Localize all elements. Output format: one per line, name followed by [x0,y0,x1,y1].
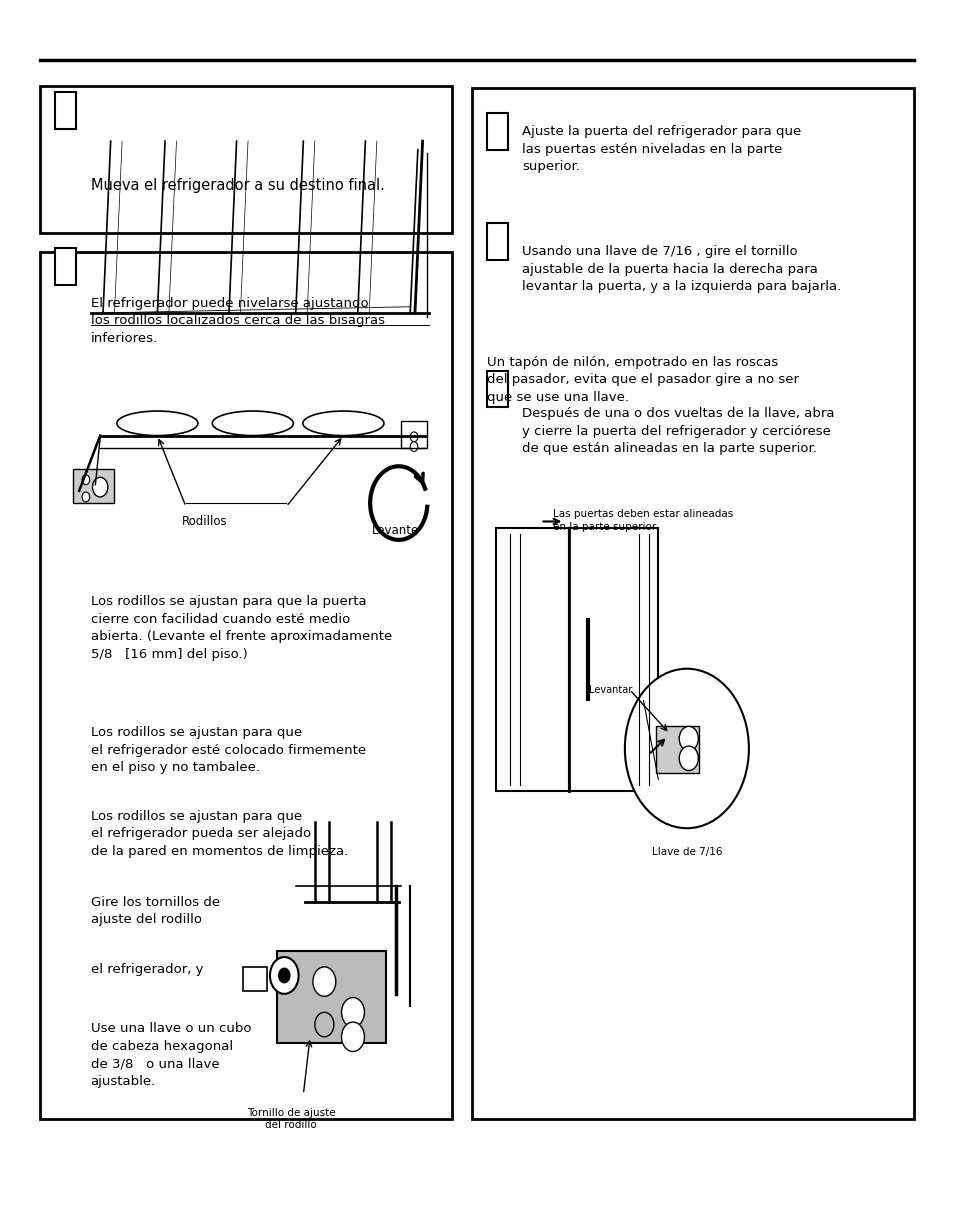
Circle shape [313,967,335,996]
Text: Los rodillos se ajustan para que
el refrigerador esté colocado firmemente
en el : Los rodillos se ajustan para que el refr… [91,726,365,774]
Circle shape [341,998,364,1027]
Bar [486,113,507,150]
Circle shape [679,746,698,771]
Text: Un tapón de nilón, empotrado en las roscas
del pasador, evita que el pasador gir: Un tapón de nilón, empotrado en las rosc… [486,356,798,404]
Circle shape [679,726,698,751]
Text: Las puertas deben estar alineadas
en la parte superior: Las puertas deben estar alineadas en la … [553,509,733,531]
Bar [55,248,76,285]
Ellipse shape [212,411,294,436]
Bar [276,951,386,1043]
Ellipse shape [302,411,383,436]
Bar [472,88,913,1119]
Circle shape [278,968,290,983]
Bar [486,371,507,407]
Circle shape [314,1012,334,1037]
Circle shape [82,475,90,485]
Bar [40,252,452,1119]
Circle shape [92,477,108,497]
Text: Ajuste la puerta del refrigerador para que
las puertas estén niveladas en la par: Ajuste la puerta del refrigerador para q… [521,125,801,173]
Text: Los rodillos se ajustan para que la puerta
cierre con facilidad cuando esté medi: Los rodillos se ajustan para que la puer… [91,595,392,660]
Circle shape [82,492,90,502]
Text: Levantar: Levantar [588,685,631,694]
Bar [243,967,267,991]
Text: Levante: Levante [372,524,419,537]
Bar [400,421,427,448]
Text: Usando una llave de 7/16 , gire el tornillo
ajustable de la puerta hacia la dere: Usando una llave de 7/16 , gire el torni… [521,245,841,293]
Bar [55,92,76,129]
Text: Use una llave o un cubo
de cabeza hexagonal
de 3/8   o una llave
ajustable.: Use una llave o un cubo de cabeza hexago… [91,1022,251,1087]
Circle shape [410,432,417,442]
Polygon shape [496,528,568,791]
Text: Los rodillos se ajustan para que
el refrigerador pueda ser alejado
de la pared e: Los rodillos se ajustan para que el refr… [91,810,348,858]
Text: Gire los tornillos de
ajuste del rodillo: Gire los tornillos de ajuste del rodillo [91,896,219,926]
Ellipse shape [117,411,198,436]
Text: Llave de 7/16: Llave de 7/16 [651,847,721,856]
Circle shape [410,442,417,452]
Text: Tornillo de ajuste
del rodillo: Tornillo de ajuste del rodillo [247,1108,335,1130]
Text: Mueva el refrigerador a su destino final.: Mueva el refrigerador a su destino final… [91,178,384,193]
Text: El refrigerador puede nivelarse ajustando
los rodillos localizados cerca de las : El refrigerador puede nivelarse ajustand… [91,297,384,345]
Polygon shape [568,528,658,791]
Text: el refrigerador, y: el refrigerador, y [91,963,203,977]
Bar [40,86,452,233]
Circle shape [270,957,298,994]
Circle shape [341,1022,364,1052]
Bar [486,223,507,260]
Text: Rodillos: Rodillos [182,515,228,529]
Bar [656,726,699,773]
Circle shape [624,669,748,828]
Bar [73,469,113,503]
Text: Después de una o dos vueltas de la llave, abra
y cierre la puerta del refrigerad: Después de una o dos vueltas de la llave… [521,407,834,455]
